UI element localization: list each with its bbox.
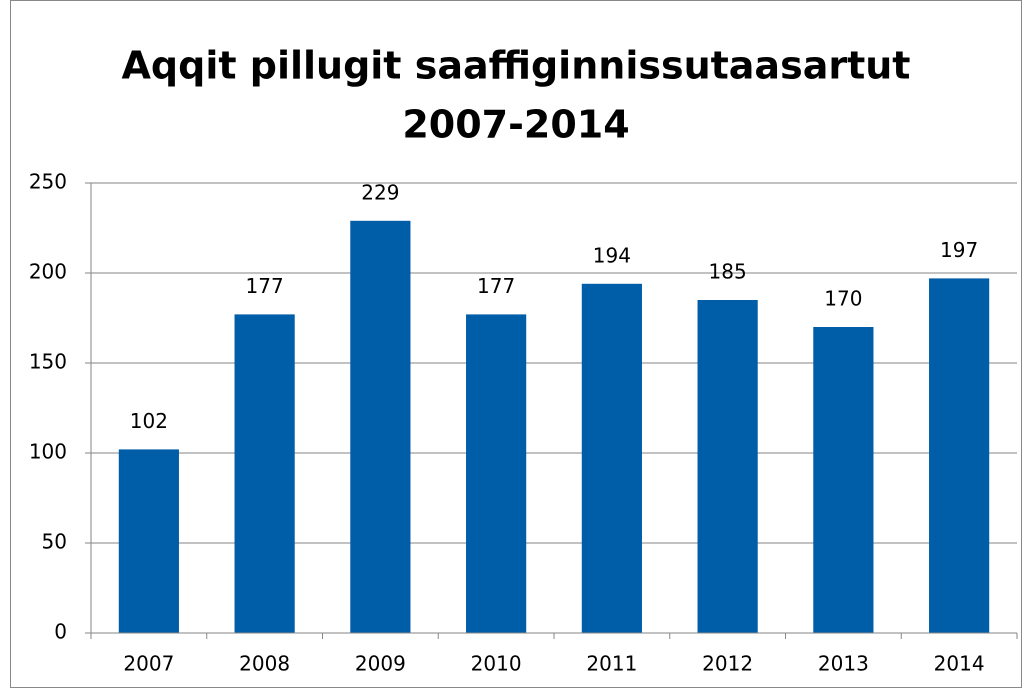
x-tick-label: 2012 <box>702 652 753 676</box>
x-tick-label: 2011 <box>586 652 637 676</box>
data-label: 177 <box>477 274 515 298</box>
x-tick-label: 2013 <box>818 652 869 676</box>
bar <box>813 327 874 633</box>
data-label: 170 <box>824 287 862 311</box>
data-label: 177 <box>246 274 284 298</box>
data-label: 185 <box>709 260 747 284</box>
y-tick-label: 100 <box>29 440 67 464</box>
bar <box>350 220 411 634</box>
y-tick-label: 200 <box>29 260 67 284</box>
y-tick-label: 0 <box>54 620 67 644</box>
y-tick-label: 250 <box>29 170 67 194</box>
bar <box>581 283 642 633</box>
bar <box>118 449 179 633</box>
y-tick-label: 150 <box>29 350 67 374</box>
bar <box>929 278 990 633</box>
x-tick-label: 2008 <box>239 652 290 676</box>
data-label: 229 <box>361 180 399 204</box>
data-label: 194 <box>593 243 631 267</box>
y-tick-label: 50 <box>42 530 67 554</box>
bar <box>234 314 295 633</box>
bar <box>466 314 527 633</box>
x-tick-label: 2007 <box>123 652 174 676</box>
x-tick-label: 2014 <box>934 652 985 676</box>
data-label: 102 <box>130 409 168 433</box>
data-label: 197 <box>940 238 978 262</box>
x-tick-label: 2010 <box>471 652 522 676</box>
chart-title: Aqqit pillugit saaffiginnissutaasartut <box>122 44 911 88</box>
chart-title: 2007-2014 <box>402 103 629 147</box>
x-tick-label: 2009 <box>355 652 406 676</box>
bar <box>697 300 758 633</box>
